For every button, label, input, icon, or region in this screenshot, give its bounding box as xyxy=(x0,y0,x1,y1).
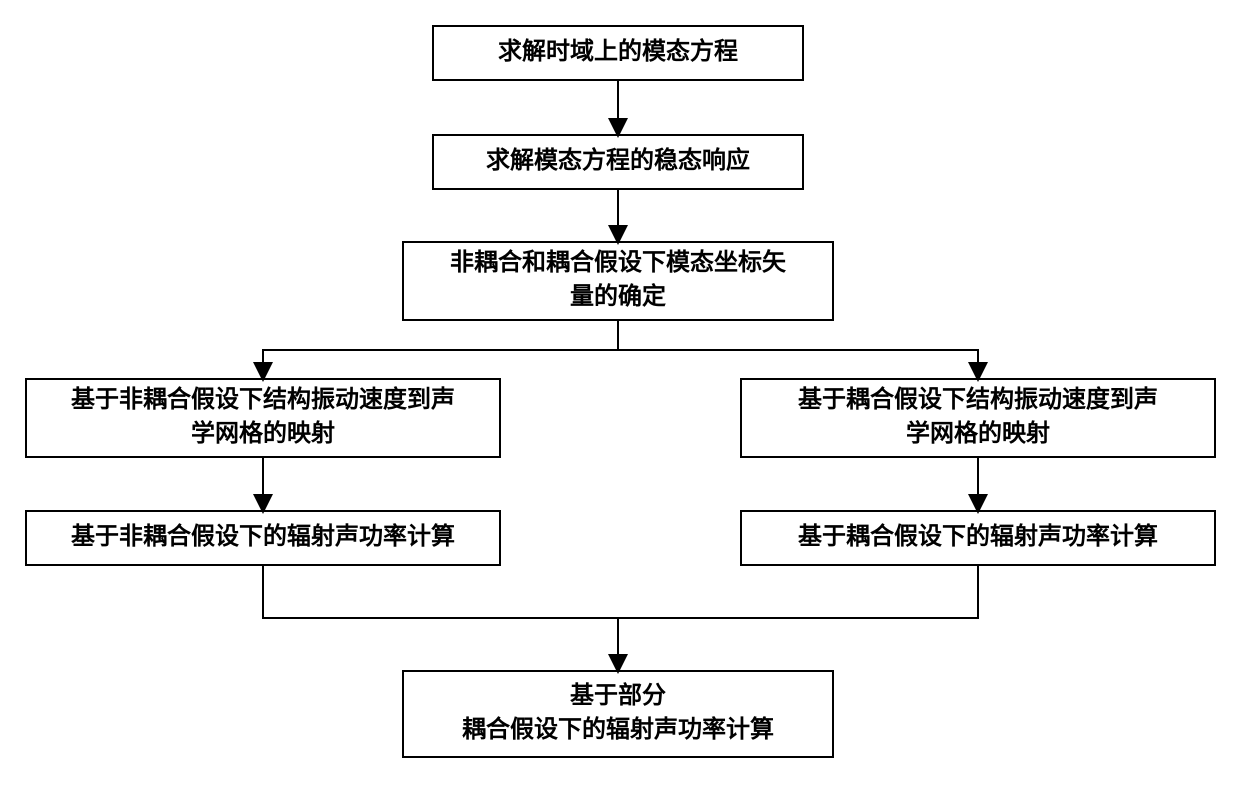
flowchart-node-2: 求解模态方程的稳态响应 xyxy=(432,134,804,190)
node-text: 基于耦合假设下结构振动速度到声学网格的映射 xyxy=(798,384,1158,451)
node-text: 基于耦合假设下的辐射声功率计算 xyxy=(798,521,1158,555)
flowchart-node-1: 求解时域上的模态方程 xyxy=(432,25,804,81)
node-text: 基于部分耦合假设下的辐射声功率计算 xyxy=(462,680,774,747)
flowchart-node-8: 基于部分耦合假设下的辐射声功率计算 xyxy=(402,670,834,758)
flowchart-node-6: 基于非耦合假设下的辐射声功率计算 xyxy=(25,510,501,566)
node-text: 求解时域上的模态方程 xyxy=(498,36,738,70)
node-text: 基于非耦合假设下的辐射声功率计算 xyxy=(71,521,455,555)
node-text: 求解模态方程的稳态响应 xyxy=(486,145,750,179)
flowchart-node-5: 基于耦合假设下结构振动速度到声学网格的映射 xyxy=(740,378,1216,458)
flowchart-node-4: 基于非耦合假设下结构振动速度到声学网格的映射 xyxy=(25,378,501,458)
flowchart-node-3: 非耦合和耦合假设下模态坐标矢量的确定 xyxy=(402,241,834,321)
node-text: 基于非耦合假设下结构振动速度到声学网格的映射 xyxy=(71,384,455,451)
flowchart-node-7: 基于耦合假设下的辐射声功率计算 xyxy=(740,510,1216,566)
node-text: 非耦合和耦合假设下模态坐标矢量的确定 xyxy=(450,247,786,314)
